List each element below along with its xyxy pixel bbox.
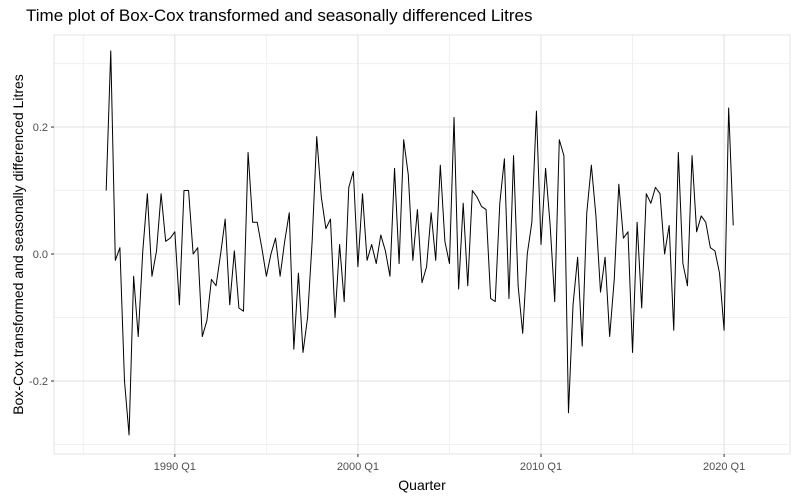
x-tick-label: 2000 Q1	[337, 461, 379, 473]
minor-gridlines	[54, 35, 790, 454]
plot-panel	[54, 35, 790, 454]
y-axis-title: Box-Cox transformed and seasonally diffe…	[10, 74, 26, 415]
y-tick-label: 0.0	[33, 249, 48, 261]
x-axis-title: Quarter	[398, 477, 446, 493]
x-tick-label: 1990 Q1	[154, 461, 196, 473]
y-axis-ticks: -0.2 0.0 0.2	[29, 122, 54, 388]
plot-panel-border	[53, 34, 791, 455]
y-tick-label: 0.2	[33, 122, 48, 134]
x-tick-label: 2010 Q1	[520, 461, 562, 473]
x-tick-label: 2020 Q1	[703, 461, 745, 473]
series-line	[105, 50, 734, 436]
chart-title: Time plot of Box-Cox transformed and sea…	[26, 6, 533, 25]
x-axis-ticks: 1990 Q1 2000 Q1 2010 Q1 2020 Q1	[154, 454, 745, 473]
y-tick-label: -0.2	[29, 376, 48, 388]
